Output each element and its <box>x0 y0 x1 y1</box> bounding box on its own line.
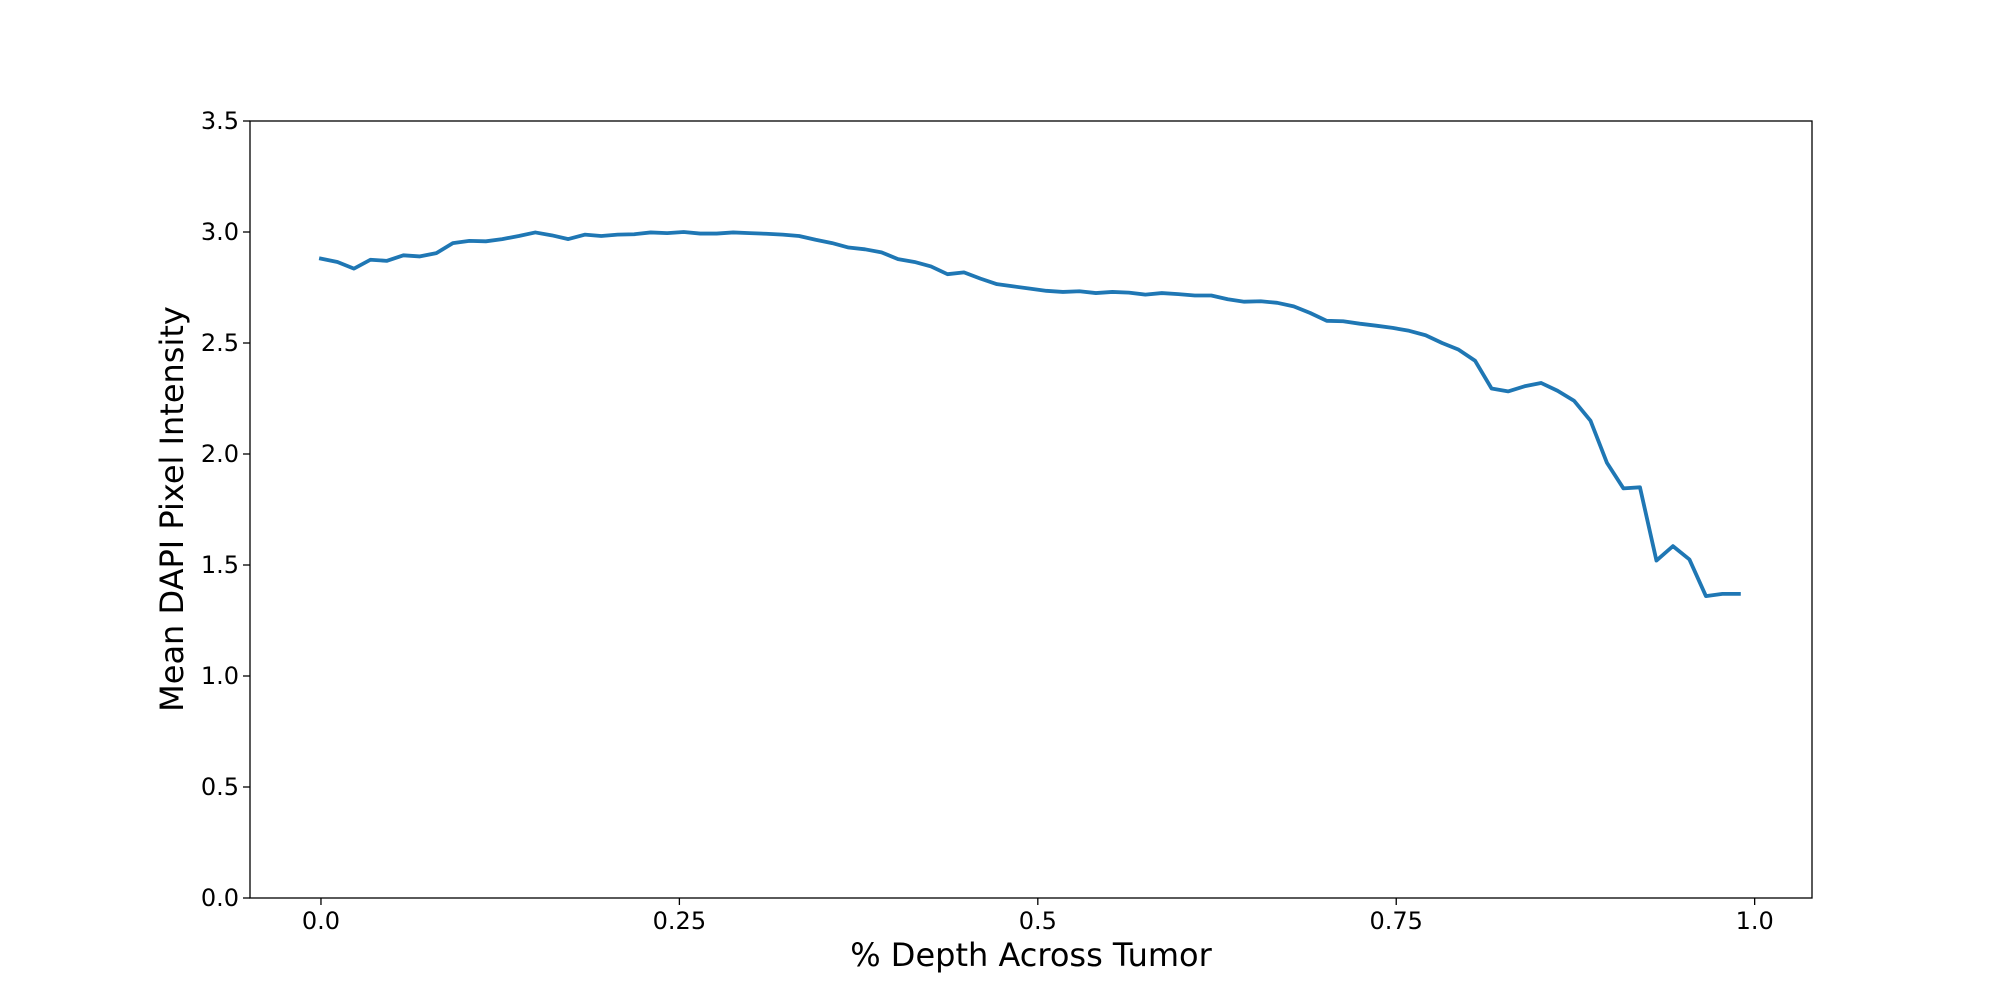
x-tick-label: 0.0 <box>302 907 340 935</box>
x-axis: 0.0 0.25 0.5 0.75 1.0 <box>302 898 1774 935</box>
y-axis-label: Mean DAPI Pixel Intensity <box>153 306 191 712</box>
plot-frame <box>249 120 1813 899</box>
x-tick-label: 0.5 <box>1019 907 1057 935</box>
y-tick-label: 2.0 <box>201 440 239 468</box>
y-tick-label: 3.5 <box>201 107 239 135</box>
x-tick-label: 1.0 <box>1736 907 1774 935</box>
series-line <box>318 230 1741 598</box>
x-tick-label: 0.25 <box>653 907 706 935</box>
y-axis: 0.0 0.5 1.0 1.5 2.0 2.5 3.0 3.5 <box>201 107 250 912</box>
y-tick-label: 2.5 <box>201 329 239 357</box>
x-tick-label: 0.75 <box>1370 907 1423 935</box>
x-axis-label: % Depth Across Tumor <box>850 936 1212 974</box>
series-layer <box>318 230 1741 598</box>
y-tick-label: 1.5 <box>201 551 239 579</box>
y-tick-label: 1.0 <box>201 662 239 690</box>
y-tick-label: 3.0 <box>201 218 239 246</box>
y-tick-label: 0.0 <box>201 884 239 912</box>
y-tick-label: 0.5 <box>201 773 239 801</box>
